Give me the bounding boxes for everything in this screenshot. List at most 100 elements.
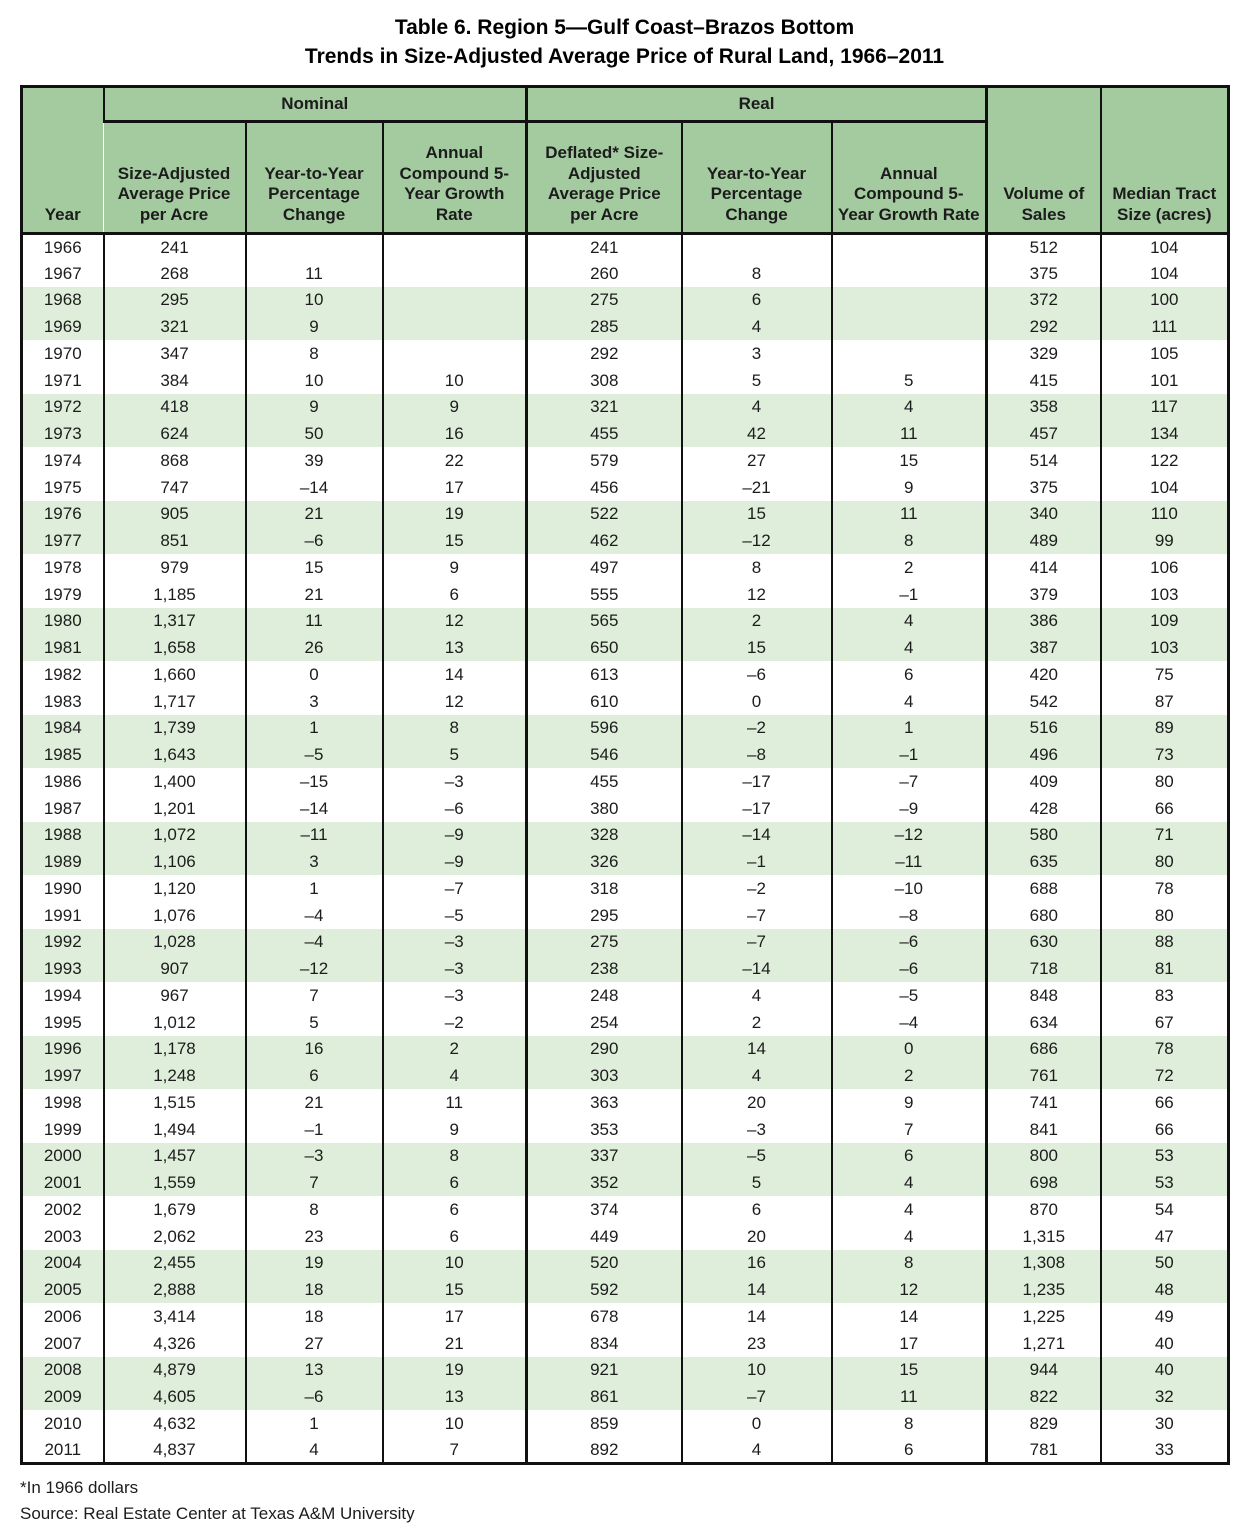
- cell-nominal-5yr-growth: [381, 286, 527, 314]
- cell-real-yty-change: –8: [680, 741, 832, 769]
- cell-year: 2005: [43, 1280, 82, 1300]
- cell-real-yty-change: 0: [680, 688, 832, 715]
- cell-nominal-price: 4,879: [102, 1356, 246, 1384]
- cell-median-tract-size: 80: [1099, 848, 1229, 876]
- table-row: 2000 1,457 –3 8 337 –5 6 800 53: [21, 1142, 1229, 1170]
- cell-real-5yr-growth: –11: [830, 848, 987, 876]
- cell-nominal-5yr-growth: 15: [381, 1276, 527, 1304]
- cell-nominal-5yr-growth: 12: [381, 688, 527, 715]
- cell-median-tract-size: 110: [1099, 500, 1229, 528]
- table-header: Year Nominal Real Volume of Sales Median…: [21, 86, 1229, 235]
- cell-median-tract-size: 73: [1099, 741, 1229, 769]
- cell-year: 1980: [43, 611, 82, 631]
- cell-nominal-yty-change: 50: [244, 420, 383, 448]
- cell-real-yty-change: 15: [680, 500, 832, 528]
- cell-real-price: 565: [525, 607, 682, 635]
- cell-nominal-yty-change: 8: [244, 340, 383, 368]
- cell-real-5yr-growth: 7: [830, 1116, 987, 1143]
- cell-real-yty-change: 8: [680, 260, 832, 287]
- cell-real-price: 592: [525, 1276, 682, 1304]
- cell-median-tract-size: 88: [1099, 928, 1229, 956]
- cell-median-tract-size: 99: [1099, 527, 1229, 555]
- cell-volume-of-sales: 635: [985, 848, 1101, 876]
- cell-nominal-yty-change: 7: [244, 1169, 383, 1197]
- cell-real-yty-change: 20: [680, 1089, 832, 1117]
- cell-real-yty-change: 2: [680, 607, 832, 635]
- cell-volume-of-sales: 1,308: [985, 1249, 1101, 1277]
- cell-year: 1978: [43, 557, 82, 577]
- cell-real-price: 292: [525, 340, 682, 368]
- cell-year: 2011: [44, 1439, 82, 1459]
- cell-year: 1997: [43, 1066, 82, 1086]
- cell-nominal-5yr-growth: 6: [381, 1196, 527, 1224]
- cell-year: 2008: [43, 1360, 82, 1380]
- cell-real-price: 275: [525, 286, 682, 314]
- table-row: 1987 1,201 –14 –6 380 –17 –9 428 66: [22, 795, 1229, 822]
- cell-nominal-5yr-growth: 6: [381, 1169, 527, 1197]
- cell-real-5yr-growth: –12: [830, 821, 987, 849]
- cell-volume-of-sales: 379: [985, 581, 1101, 608]
- cell-nominal-5yr-growth: [381, 233, 527, 261]
- table-row: 1986 1,400 –15 –3 455 –17 –7 409 80: [22, 768, 1229, 796]
- cell-median-tract-size: 40: [1099, 1330, 1229, 1357]
- table-row: 1996 1,178 16 2 290 14 0 686 78: [21, 1035, 1229, 1063]
- cell-nominal-price: 1,658: [102, 634, 246, 662]
- cell-real-price: 337: [525, 1142, 682, 1170]
- cell-nominal-price: 905: [102, 500, 246, 528]
- cell-real-5yr-growth: 4: [830, 634, 987, 662]
- cell-nominal-price: 2,455: [102, 1249, 246, 1277]
- cell-median-tract-size: 53: [1099, 1169, 1229, 1197]
- cell-volume-of-sales: 375: [985, 260, 1101, 287]
- cell-nominal-price: 1,515: [102, 1089, 246, 1117]
- cell-real-yty-change: 10: [680, 1356, 832, 1384]
- cell-nominal-price: 321: [102, 313, 246, 341]
- cell-year: 2003: [43, 1226, 82, 1246]
- cell-median-tract-size: 40: [1099, 1356, 1229, 1384]
- cell-year: 1993: [43, 959, 82, 979]
- table-row: 1970 347 8 292 3 329 105: [22, 340, 1229, 368]
- cell-volume-of-sales: 630: [985, 928, 1101, 956]
- cell-real-price: 462: [525, 527, 682, 555]
- cell-real-yty-change: –7: [680, 1383, 832, 1411]
- cell-nominal-yty-change: 3: [244, 688, 383, 715]
- table-row: 2011 4,837 4 7 892 4 6 781 33: [22, 1437, 1229, 1464]
- cell-year: 1975: [43, 477, 82, 497]
- cell-real-price: 456: [525, 474, 682, 501]
- cell-median-tract-size: 80: [1099, 902, 1229, 929]
- cell-nominal-price: 347: [102, 340, 246, 368]
- cell-median-tract-size: 104: [1099, 233, 1229, 261]
- cell-median-tract-size: 66: [1099, 795, 1229, 822]
- cell-nominal-yty-change: –15: [244, 768, 383, 796]
- cell-real-price: 275: [525, 928, 682, 956]
- cell-nominal-5yr-growth: –3: [381, 928, 527, 956]
- cell-real-5yr-growth: –1: [830, 741, 987, 769]
- cell-median-tract-size: 111: [1099, 313, 1229, 341]
- cell-nominal-5yr-growth: 12: [381, 607, 527, 635]
- cell-real-5yr-growth: 4: [830, 607, 987, 635]
- cell-nominal-price: 1,028: [102, 928, 246, 956]
- cell-median-tract-size: 72: [1099, 1062, 1229, 1090]
- table-row: 1977 851 –6 15 462 –12 8 489 99: [21, 527, 1229, 555]
- table-row: 1992 1,028 –4 –3 275 –7 –6 630 88: [21, 928, 1229, 956]
- cell-year: 1982: [43, 664, 82, 684]
- cell-real-price: 522: [525, 500, 682, 528]
- cell-nominal-price: 4,605: [102, 1383, 246, 1411]
- cell-real-price: 861: [525, 1383, 682, 1411]
- cell-real-price: 308: [525, 367, 682, 394]
- cell-volume-of-sales: 1,271: [985, 1330, 1101, 1357]
- cell-real-yty-change: –5: [680, 1142, 832, 1170]
- cell-real-yty-change: –17: [680, 768, 832, 796]
- cell-real-yty-change: –1: [680, 848, 832, 876]
- cell-real-yty-change: 3: [680, 340, 832, 368]
- table-row: 1966 241 241 512 104: [22, 233, 1229, 261]
- table-row: 2010 4,632 1 10 859 0 8 829 30: [22, 1410, 1229, 1438]
- table-row: 1985 1,643 –5 5 546 –8 –1 496 73: [21, 741, 1229, 769]
- cell-real-5yr-growth: 9: [830, 474, 987, 501]
- table-row: 2004 2,455 19 10 520 16 8 1,308 50: [21, 1249, 1229, 1277]
- cell-real-yty-change: 14: [680, 1035, 832, 1063]
- cell-nominal-yty-change: 9: [244, 313, 383, 341]
- cell-year: 1987: [43, 798, 82, 818]
- group-header-nominal: Nominal: [102, 86, 527, 123]
- cell-real-5yr-growth: 4: [830, 1196, 987, 1224]
- cell-volume-of-sales: 420: [985, 661, 1101, 689]
